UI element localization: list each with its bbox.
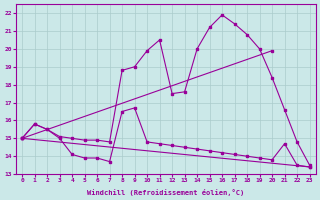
X-axis label: Windchill (Refroidissement éolien,°C): Windchill (Refroidissement éolien,°C) — [87, 189, 244, 196]
